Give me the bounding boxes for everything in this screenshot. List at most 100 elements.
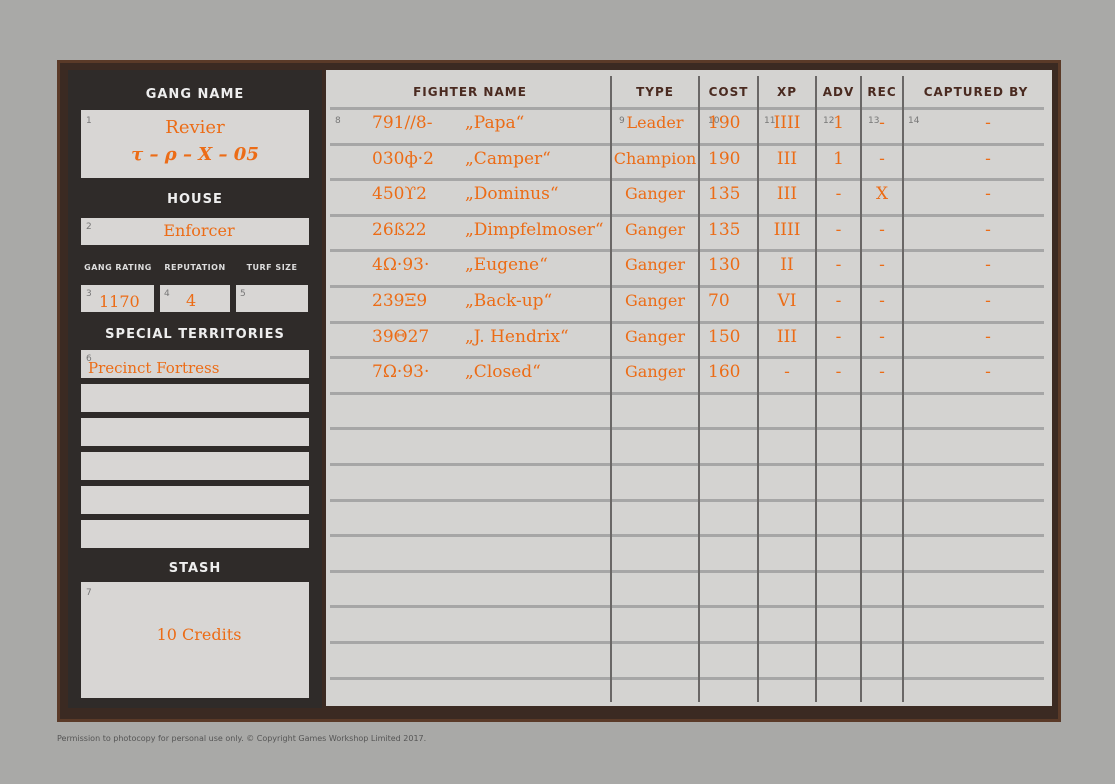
captured-by: -	[985, 362, 991, 383]
captured-by: -	[985, 255, 991, 276]
fighter-type: Ganger	[625, 255, 685, 275]
fighter-id: 26ß22	[372, 219, 427, 240]
fighter-name: „Camper“	[465, 148, 551, 169]
xp: IIII	[773, 219, 801, 240]
column-divider	[815, 76, 817, 702]
cost: 70	[708, 291, 730, 311]
stat-box	[160, 285, 230, 312]
adv: -	[835, 184, 842, 205]
rec: -	[879, 113, 885, 133]
fighter-type: Ganger	[625, 362, 685, 382]
fighter-name: „J. Hendrix“	[465, 326, 569, 347]
row-line	[330, 213, 1044, 217]
territory-box	[81, 418, 309, 446]
gang-name: τ – ρ – X – 05	[131, 144, 259, 165]
stat-heading: TURF SIZE	[246, 263, 298, 272]
row-line	[330, 676, 1044, 680]
xp: -	[784, 362, 790, 383]
cost: 130	[708, 255, 741, 276]
cost: 190	[708, 113, 741, 133]
adv: -	[835, 219, 842, 240]
rec: -	[879, 326, 885, 347]
cost: 135	[708, 184, 741, 205]
stat-box	[236, 285, 308, 312]
row-line	[330, 391, 1044, 395]
rec: -	[879, 362, 885, 383]
column-header: CAPTURED BY	[923, 85, 1029, 99]
fighter-id: 239Ξ9	[372, 291, 428, 311]
fighter-type: Ganger	[625, 326, 685, 346]
column-header: COST	[708, 85, 749, 99]
column-number: 9	[619, 116, 625, 126]
adv: -	[835, 362, 842, 383]
captured-by: -	[985, 113, 991, 133]
row-line	[330, 320, 1044, 324]
house: Enforcer	[163, 221, 235, 240]
rec: -	[879, 219, 885, 240]
column-divider	[698, 76, 700, 702]
adv: 1	[833, 113, 844, 133]
territory-box	[81, 384, 309, 412]
field-number: 7	[86, 588, 92, 598]
captured-by: -	[985, 148, 991, 169]
row-line	[330, 641, 1044, 644]
fighter-name: „Dimpfelmoser“	[465, 219, 604, 240]
fighter-id: 7Ω·93·	[372, 362, 430, 383]
row-line	[330, 463, 1044, 466]
house-box	[81, 218, 309, 245]
field-number: 4	[164, 289, 170, 299]
rec: X	[875, 184, 889, 205]
fighter-type: Champion	[613, 148, 697, 168]
gang-rating: 1170	[99, 292, 140, 311]
adv: -	[835, 255, 842, 276]
cost: 135	[708, 219, 741, 240]
fighter-type: Ganger	[625, 291, 685, 310]
cost: 190	[708, 148, 741, 169]
stat-box	[81, 285, 154, 312]
stat-heading: REPUTATION	[164, 263, 226, 272]
territory-box	[81, 350, 309, 378]
heading: HOUSE	[167, 192, 223, 207]
cost: 160	[708, 362, 741, 383]
cost: 150	[708, 326, 741, 347]
adv: 1	[833, 148, 844, 169]
stash-box	[81, 582, 309, 698]
rec: -	[879, 255, 885, 276]
fighter-id: 4Ω·93·	[372, 255, 430, 276]
xp: VI	[777, 291, 797, 311]
reputation: 4	[186, 291, 197, 310]
gang-name: Revier	[165, 117, 225, 138]
row-line	[330, 107, 1044, 110]
column-header: TYPE	[636, 85, 674, 99]
row-line	[330, 569, 1044, 573]
column-divider	[902, 76, 904, 702]
field-number: 2	[86, 222, 92, 232]
rec: -	[879, 148, 885, 169]
row-line	[330, 356, 1044, 360]
fighter-type: Ganger	[625, 184, 685, 204]
fighter-id: 450ϒ2	[372, 184, 427, 205]
xp: IIII	[773, 113, 801, 133]
captured-by: -	[985, 184, 991, 205]
column-divider	[757, 76, 759, 702]
fighter-name: „Back-up“	[465, 291, 553, 311]
column-header: XP	[776, 85, 798, 99]
territory-box	[81, 486, 309, 514]
field-number: 1	[86, 116, 92, 126]
fighter-name: „Eugene“	[465, 255, 548, 276]
fighter-type: Leader	[626, 113, 684, 132]
heading: GANG NAME	[145, 87, 245, 102]
row-line	[330, 605, 1044, 609]
territory-box	[81, 452, 309, 480]
field-number: 6	[86, 354, 92, 364]
column-divider	[610, 76, 612, 702]
row-line	[330, 427, 1044, 431]
xp: II	[780, 255, 794, 276]
heading: SPECIAL TERRITORIES	[105, 327, 285, 342]
stat-heading: GANG RATING	[84, 263, 152, 272]
fighter-name: „Dominus“	[465, 184, 559, 205]
roster-sheet	[326, 70, 1052, 706]
captured-by: -	[985, 291, 991, 311]
row-line	[330, 178, 1044, 182]
